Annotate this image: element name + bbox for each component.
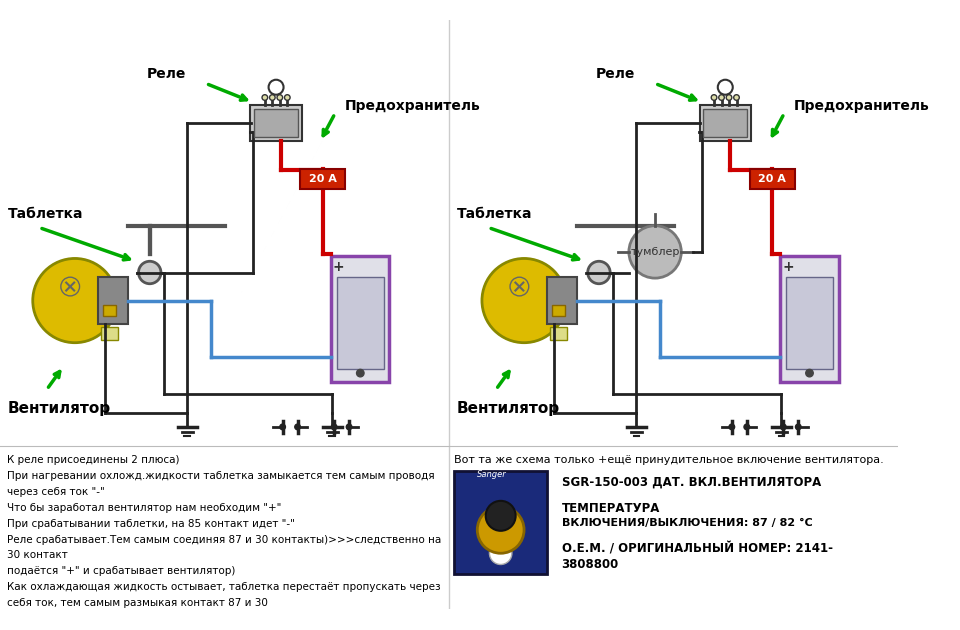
Circle shape — [295, 424, 300, 430]
Bar — [337, 277, 384, 369]
Circle shape — [719, 94, 725, 100]
Text: Вот та же схема только +ещё принудительное включение вентилятора.: Вот та же схема только +ещё принудительн… — [454, 455, 883, 465]
Text: 20 А: 20 А — [758, 174, 786, 184]
Text: подаётся "+" и срабатывает вентилятор): подаётся "+" и срабатывает вентилятор) — [8, 566, 236, 576]
Text: Реле: Реле — [596, 67, 636, 81]
Text: Реле: Реле — [147, 67, 186, 81]
Circle shape — [33, 258, 117, 343]
Bar — [547, 277, 577, 324]
Text: Вентилятор: Вентилятор — [8, 401, 110, 416]
Circle shape — [269, 80, 283, 94]
Text: О.Е.М. / ОРИГИНАЛЬНЫЙ НОМЕР: 2141-: О.Е.М. / ОРИГИНАЛЬНЫЙ НОМЕР: 2141- — [562, 542, 832, 555]
Text: Sanger: Sanger — [477, 469, 507, 479]
Bar — [786, 277, 833, 369]
Text: +: + — [782, 260, 794, 274]
Text: К реле присоединены 2 плюса): К реле присоединены 2 плюса) — [8, 455, 180, 465]
Bar — [550, 327, 567, 340]
Text: +: + — [333, 260, 345, 274]
Bar — [251, 105, 301, 140]
Circle shape — [138, 261, 161, 284]
Circle shape — [729, 424, 734, 430]
Bar — [331, 256, 390, 382]
Bar — [98, 277, 129, 324]
Text: ТЕМПЕРАТУРА: ТЕМПЕРАТУРА — [562, 501, 660, 515]
Bar — [780, 256, 838, 382]
Circle shape — [733, 94, 739, 100]
Circle shape — [726, 94, 732, 100]
Text: тумблер: тумблер — [631, 247, 680, 257]
Text: 3808800: 3808800 — [562, 558, 619, 571]
Text: При нагревании охложд.жидкости таблетка замыкается тем самым проводя: При нагревании охложд.жидкости таблетка … — [8, 471, 435, 481]
Circle shape — [262, 94, 268, 100]
Bar — [254, 109, 298, 137]
Text: При срабатывании таблетки, на 85 контакт идет "-": При срабатывании таблетки, на 85 контакт… — [8, 518, 296, 529]
Bar — [704, 109, 747, 137]
Text: через себя ток "-": через себя ток "-" — [8, 487, 106, 497]
Text: ВКЛЮЧЕНИЯ/ВЫКЛЮЧЕНИЯ: 87 / 82 °C: ВКЛЮЧЕНИЯ/ВЫКЛЮЧЕНИЯ: 87 / 82 °C — [562, 518, 812, 528]
Circle shape — [629, 226, 682, 278]
Text: Вентилятор: Вентилятор — [457, 401, 560, 416]
Circle shape — [356, 369, 364, 377]
Text: Реле срабатывает.Тем самым соединяя 87 и 30 контакты)>>>следственно на: Реле срабатывает.Тем самым соединяя 87 и… — [8, 534, 442, 544]
Text: Как охлаждающая жидкость остывает, таблетка перестаёт пропускать через: Как охлаждающая жидкость остывает, табле… — [8, 582, 441, 592]
Bar — [101, 327, 118, 340]
Text: себя ток, тем самым размыкая контакт 87 и 30: себя ток, тем самым размыкая контакт 87 … — [8, 598, 269, 608]
Circle shape — [331, 424, 337, 430]
Circle shape — [277, 94, 282, 100]
Text: Таблетка: Таблетка — [457, 207, 532, 222]
Bar — [700, 105, 751, 140]
Text: Предохранитель: Предохранитель — [794, 99, 929, 113]
Circle shape — [711, 94, 717, 100]
Circle shape — [718, 80, 732, 94]
Circle shape — [347, 424, 352, 430]
Circle shape — [486, 501, 516, 531]
Text: Предохранитель: Предохранитель — [345, 99, 480, 113]
Circle shape — [588, 261, 611, 284]
Bar — [750, 169, 795, 189]
Circle shape — [270, 94, 276, 100]
Circle shape — [279, 424, 285, 430]
Text: 30 контакт: 30 контакт — [8, 551, 68, 561]
Bar — [300, 169, 346, 189]
Bar — [454, 471, 547, 574]
Circle shape — [744, 424, 750, 430]
Circle shape — [477, 507, 524, 553]
Circle shape — [780, 424, 786, 430]
Circle shape — [490, 542, 512, 564]
Circle shape — [796, 424, 801, 430]
Text: Что бы заработал вентилятор нам необходим "+": Что бы заработал вентилятор нам необходи… — [8, 503, 282, 513]
Text: 20 А: 20 А — [309, 174, 337, 184]
Circle shape — [482, 258, 566, 343]
Text: Таблетка: Таблетка — [8, 207, 83, 222]
Text: SGR-150-003 ДАТ. ВКЛ.ВЕНТИЛЯТОРА: SGR-150-003 ДАТ. ВКЛ.ВЕНТИЛЯТОРА — [562, 476, 821, 489]
Circle shape — [805, 369, 813, 377]
Bar — [103, 306, 116, 316]
Bar — [552, 306, 565, 316]
Circle shape — [284, 94, 290, 100]
